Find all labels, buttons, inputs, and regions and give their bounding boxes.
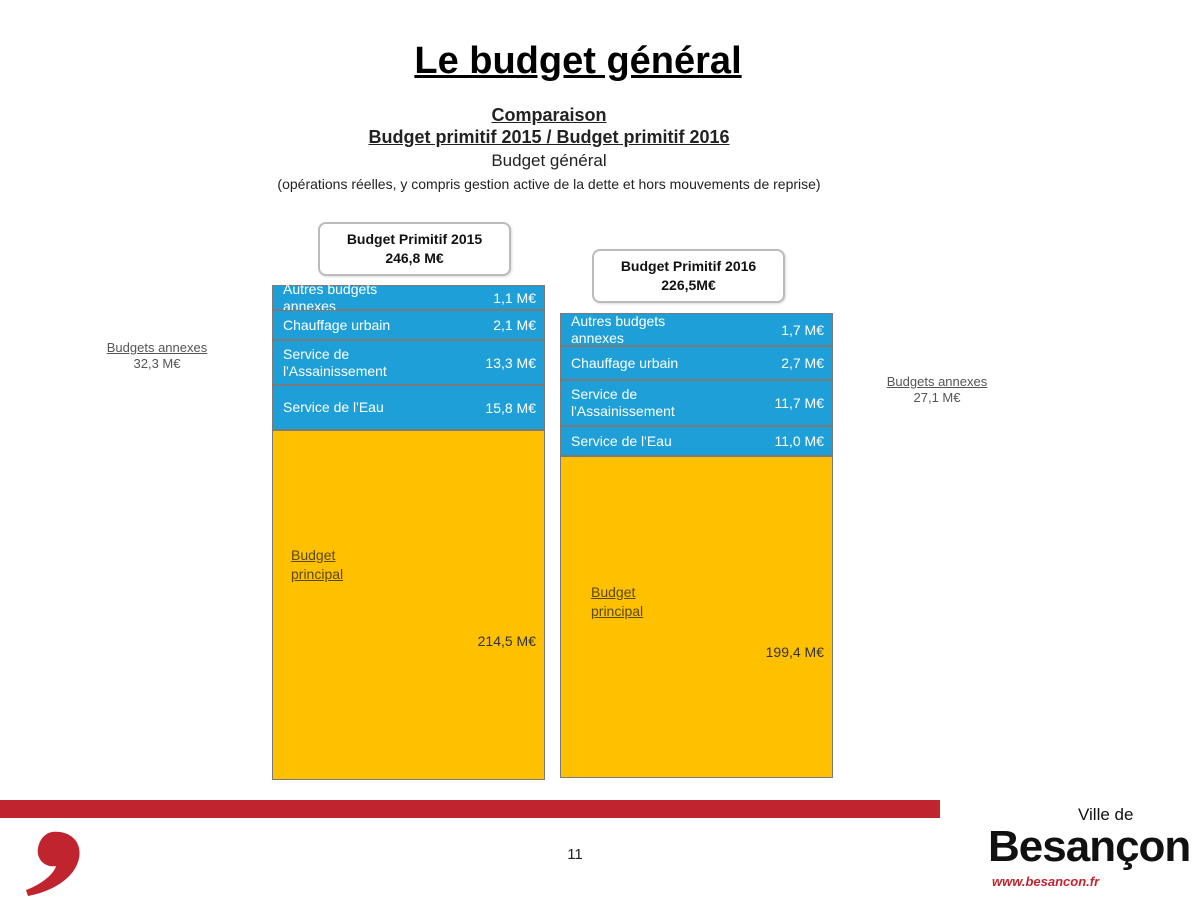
annexes-note: Budgets annexes 27,1 M€ (872, 374, 1002, 406)
segment: Chauffage urbain 2,7 M€ (560, 346, 833, 380)
column-label: Budget Primitif 2016 226,5M€ (592, 249, 785, 303)
heading: (opérations réelles, y compris gestion a… (277, 176, 821, 192)
logo-text: Besançon (988, 822, 1191, 871)
logo-text: Ville de (1078, 805, 1134, 824)
annexes-note: Budgets annexes 32,3 M€ (92, 340, 222, 372)
segment-value: 11,7 M€ (774, 395, 824, 411)
segment: Autres budgets annexes 1,1 M€ (272, 281, 545, 314)
heading: Budget primitif 2015 / Budget primitif 2… (368, 127, 730, 147)
segment-name: Service de l'Assainissement (571, 386, 675, 419)
segment-value: 15,8 M€ (485, 399, 536, 416)
segment-name: Autres budgets annexes (571, 312, 666, 346)
segment: Service de l'Assainissement 11,7 M€ (560, 380, 833, 426)
column-total: 226,5M€ (661, 277, 716, 293)
segment: Service de l'Eau 11,0 M€ (560, 426, 833, 456)
column-label-name: Budget Primitif 2016 (620, 258, 757, 274)
segment: Autres budgets annexes 1,7 M€ (560, 313, 833, 346)
principal-block: Budget principal 199,4 M€ (560, 456, 833, 778)
segment-name: Chauffage urbain (283, 316, 391, 333)
annexes-value: 27,1 M€ (913, 390, 961, 405)
principal-name: Budget principal (291, 547, 344, 582)
segment-value: 11,0 M€ (774, 433, 824, 449)
segment-name: Service de l'Eau (283, 399, 384, 415)
column-label-name: Budget Primitif 2015 (346, 231, 483, 247)
principal-value: 199,4 M€ (765, 644, 824, 660)
segment-name: Chauffage urbain (571, 354, 679, 371)
segment: Service de l'Assainissement 13,3 M€ (272, 340, 545, 385)
logo-url: www.besancon.fr (992, 874, 1100, 889)
annexes-name: Budgets annexes (106, 340, 208, 355)
segment-value: 2,1 M€ (493, 317, 536, 333)
segment-value: 1,1 M€ (493, 289, 536, 306)
segment: Service de l'Eau 15,8 M€ (272, 385, 545, 430)
principal-value: 214,5 M€ (477, 633, 536, 649)
segment-name: Autres budgets annexes (283, 280, 378, 314)
segment-value: 2,7 M€ (781, 355, 824, 371)
logo-comma (26, 831, 80, 896)
column-label: Budget Primitif 2015 246,8 M€ (318, 222, 511, 276)
principal-block: Budget principal 214,5 M€ (272, 430, 545, 780)
segment-name: Service de l'Assainissement (283, 345, 387, 379)
segment: Chauffage urbain 2,1 M€ (272, 310, 545, 340)
column-total: 246,8 M€ (385, 250, 444, 266)
principal-name: Budget principal (591, 584, 644, 619)
heading: Comparaison (491, 105, 607, 125)
slide-title: Le budget général (414, 40, 742, 82)
segment-name: Service de l'Eau (571, 432, 672, 449)
annexes-name: Budgets annexes (886, 374, 988, 389)
page-number: 11 (567, 846, 583, 863)
heading: Budget général (491, 151, 607, 170)
annexes-value: 32,3 M€ (133, 356, 181, 371)
segment-value: 13,3 M€ (485, 354, 536, 371)
red-band (0, 800, 940, 818)
segment-value: 1,7 M€ (781, 321, 824, 338)
